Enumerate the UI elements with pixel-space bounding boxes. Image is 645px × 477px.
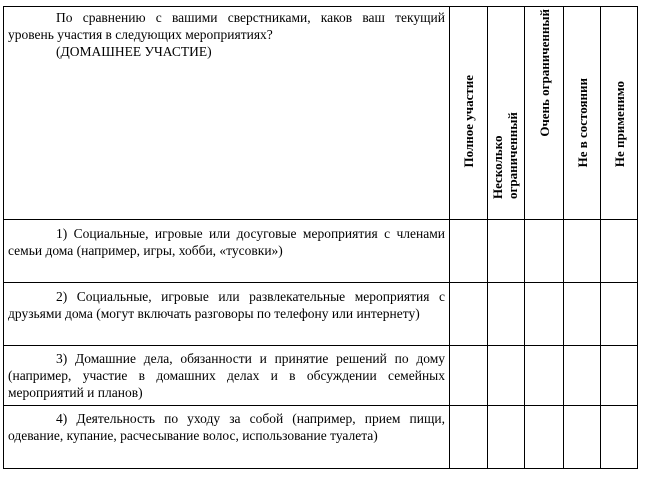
- question-cell: По сравнению с вашими сверстниками, како…: [3, 6, 450, 220]
- answer-cell[interactable]: [524, 282, 564, 346]
- row-text: 4) Деятельность по уходу за собой (напри…: [8, 411, 445, 443]
- answer-cell[interactable]: [600, 345, 638, 406]
- table-row: 4) Деятельность по уходу за собой (напри…: [3, 405, 638, 469]
- column-header-not-applicable: Не применимо: [600, 6, 638, 220]
- answer-cell[interactable]: [600, 282, 638, 346]
- column-header-somewhat-limited: Несколько ограниченный: [487, 6, 525, 220]
- column-header-very-limited: Очень ограниченный: [524, 6, 564, 220]
- column-header-full: Полное участие: [449, 6, 488, 220]
- table-row: 3) Домашние дела, обязанности и принятие…: [3, 345, 638, 406]
- row-text-cell: 4) Деятельность по уходу за собой (напри…: [3, 405, 450, 469]
- column-label: Очень ограниченный: [536, 9, 552, 137]
- answer-cell[interactable]: [563, 282, 601, 346]
- answer-cell[interactable]: [449, 282, 488, 346]
- header-row: По сравнению с вашими сверстниками, како…: [3, 6, 638, 220]
- row-text: 1) Социальные, игровые или досуговые мер…: [8, 226, 445, 258]
- table-row: 1) Социальные, игровые или досуговые мер…: [3, 219, 638, 283]
- answer-cell[interactable]: [563, 405, 601, 469]
- column-label: Полное участие: [461, 74, 476, 168]
- answer-cell[interactable]: [600, 405, 638, 469]
- column-label: Не применимо: [611, 80, 627, 167]
- participation-table: По сравнению с вашими сверстниками, како…: [3, 6, 638, 469]
- answer-cell[interactable]: [487, 405, 525, 469]
- row-text-cell: 1) Социальные, игровые или досуговые мер…: [3, 219, 450, 283]
- row-text: 3) Домашние дела, обязанности и принятие…: [8, 351, 445, 400]
- answer-cell[interactable]: [487, 282, 525, 346]
- column-label: Не в состоянии: [574, 77, 590, 167]
- answer-cell[interactable]: [487, 219, 525, 283]
- answer-cell[interactable]: [449, 345, 488, 406]
- answer-cell[interactable]: [524, 405, 564, 469]
- answer-cell[interactable]: [487, 345, 525, 406]
- row-text-cell: 2) Социальные, игровые или развлекательн…: [3, 282, 450, 346]
- question-text: По сравнению с вашими сверстниками, како…: [8, 10, 445, 42]
- section-label: (ДОМАШНЕЕ УЧАСТИЕ): [56, 44, 212, 59]
- answer-cell[interactable]: [563, 219, 601, 283]
- row-text-cell: 3) Домашние дела, обязанности и принятие…: [3, 345, 450, 406]
- row-text: 2) Социальные, игровые или развлекательн…: [8, 289, 445, 321]
- answer-cell[interactable]: [524, 219, 564, 283]
- table-row: 2) Социальные, игровые или развлекательн…: [3, 282, 638, 346]
- answer-cell[interactable]: [449, 405, 488, 469]
- answer-cell[interactable]: [600, 219, 638, 283]
- answer-cell[interactable]: [524, 345, 564, 406]
- column-header-unable: Не в состоянии: [563, 6, 601, 220]
- column-label: Несколько ограниченный: [490, 112, 520, 199]
- answer-cell[interactable]: [563, 345, 601, 406]
- answer-cell[interactable]: [449, 219, 488, 283]
